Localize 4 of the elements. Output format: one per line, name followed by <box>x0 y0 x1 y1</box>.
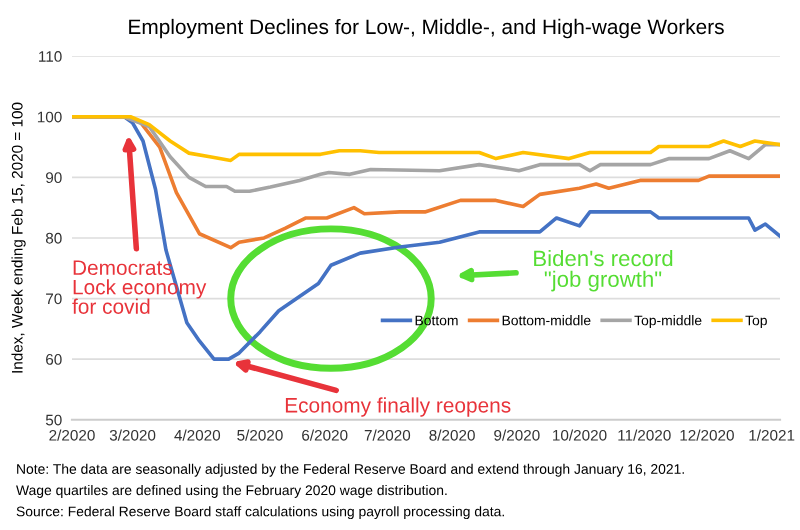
line-series <box>72 114 780 163</box>
chart-title: Employment Declines for Low-, Middle-, and High-wage Workers <box>129 18 724 39</box>
annotation: Biden's record "job growth" <box>534 249 673 292</box>
annotation: Economy finally reopens <box>285 397 511 417</box>
